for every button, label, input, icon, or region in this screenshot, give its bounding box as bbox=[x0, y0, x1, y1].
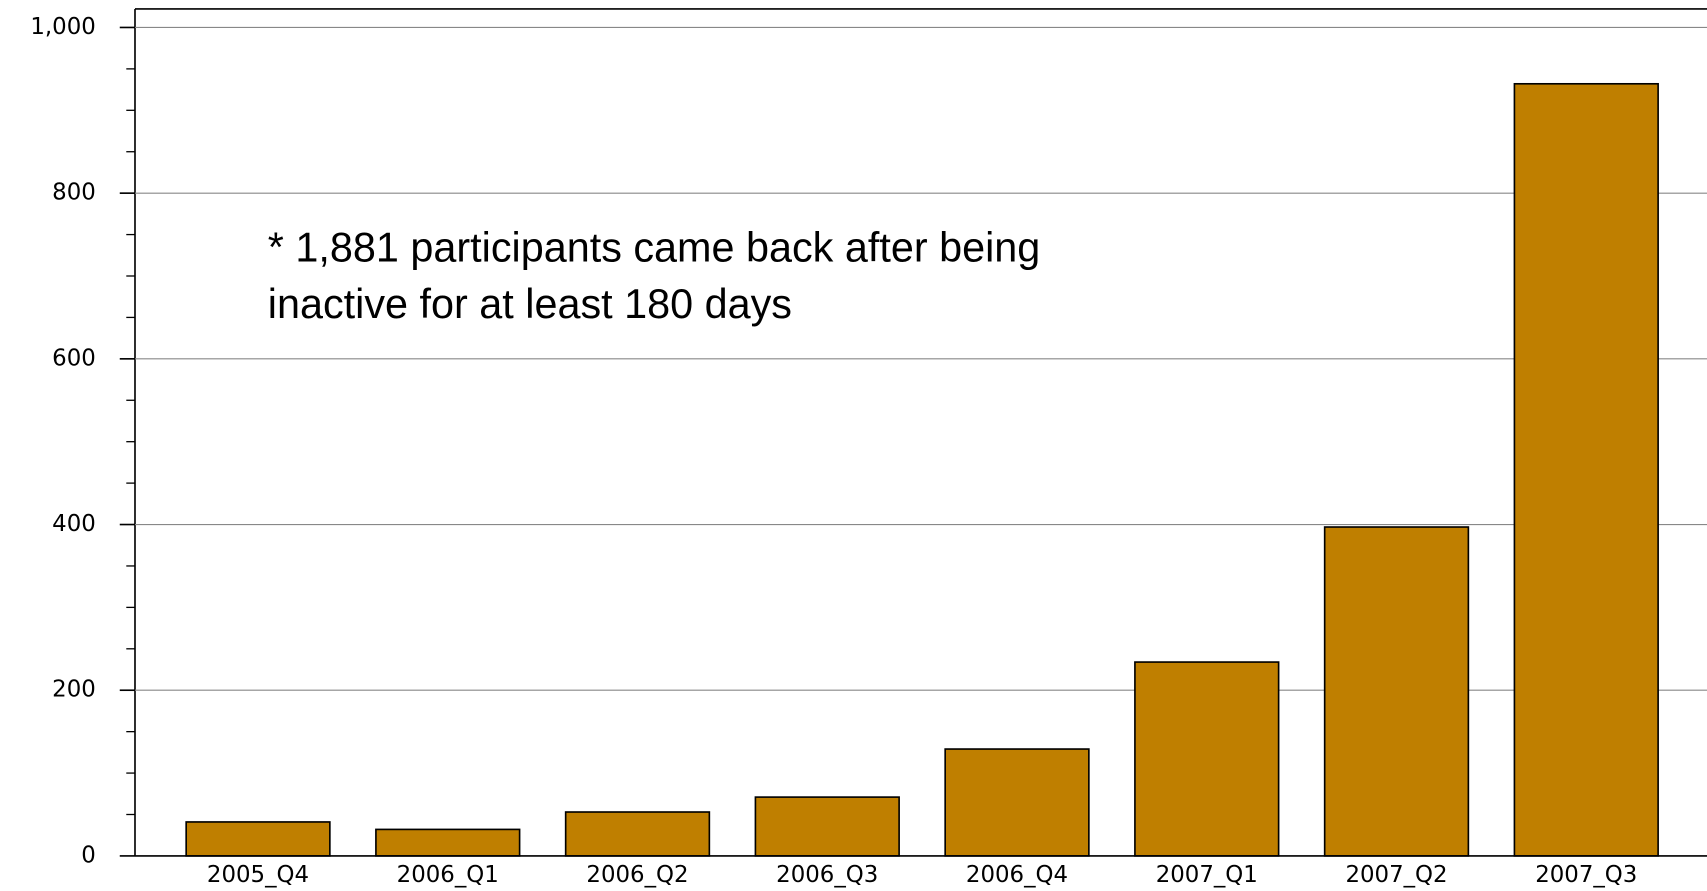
bar bbox=[944, 748, 1090, 857]
annotation: inactive for at least 180 days bbox=[268, 281, 792, 327]
bar bbox=[754, 796, 900, 857]
annotation: * 1,881 participants came back after bei… bbox=[268, 225, 1041, 271]
y-tick-label: 800 bbox=[52, 180, 96, 206]
x-tick-label: 2007_Q1 bbox=[1156, 862, 1258, 888]
y-tick-label: 0 bbox=[81, 842, 96, 868]
y-tick-label: 1,000 bbox=[30, 14, 95, 40]
x-tick-label: 2006_Q3 bbox=[776, 862, 878, 888]
x-tick-label: 2006_Q1 bbox=[397, 862, 499, 888]
bar bbox=[1134, 661, 1280, 857]
bar bbox=[185, 821, 331, 857]
bar bbox=[1513, 82, 1659, 857]
bar bbox=[375, 828, 521, 857]
x-tick-label: 2007_Q2 bbox=[1345, 862, 1447, 888]
bar bbox=[564, 811, 711, 857]
bar bbox=[1323, 526, 1470, 857]
y-tick-label: 600 bbox=[52, 345, 96, 371]
y-tick-label: 200 bbox=[52, 677, 96, 703]
y-tick-label: 400 bbox=[52, 511, 96, 537]
x-tick-label: 2007_Q3 bbox=[1535, 862, 1637, 888]
x-tick-label: 2006_Q2 bbox=[586, 862, 688, 888]
x-tick-label: 2005_Q4 bbox=[207, 862, 309, 888]
x-tick-label: 2006_Q4 bbox=[966, 862, 1068, 888]
